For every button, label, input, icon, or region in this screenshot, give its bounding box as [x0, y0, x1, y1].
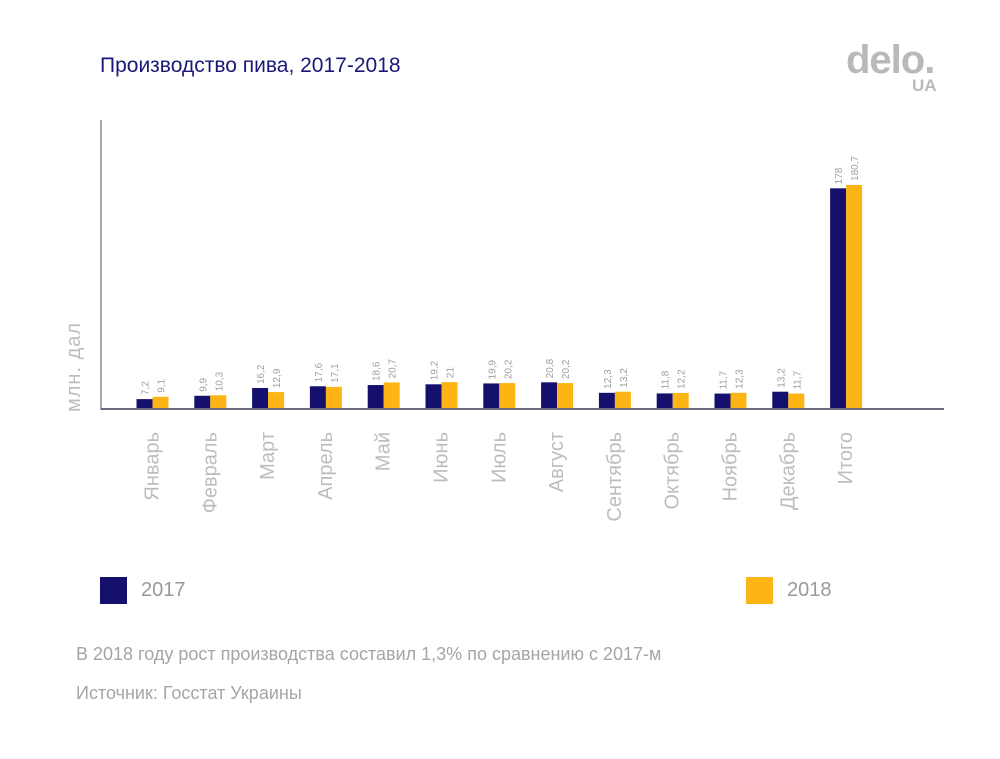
data-label-2018-4: 20,7 [388, 359, 399, 379]
x-tick-label-4: Май [373, 432, 395, 471]
x-tick-label-9: Октябрь [662, 432, 684, 510]
data-label-2018-11: 11,7 [792, 370, 803, 389]
legend-label-2017: 2017 [141, 579, 186, 601]
x-tick-label-11: Декабрь [777, 432, 799, 510]
x-tick-label-10: Ноябрь [720, 432, 742, 501]
x-tick-label-3: Апрель [315, 432, 337, 500]
bar-2017-9 [656, 393, 673, 408]
bar-2017-11 [772, 391, 789, 408]
bar-2017-10 [714, 393, 731, 408]
data-label-2017-8: 12,3 [603, 369, 614, 389]
bar-2018-11 [788, 393, 805, 408]
bar-2018-4 [383, 382, 400, 408]
data-label-2018-10: 12,3 [735, 369, 746, 389]
data-label-2017-2: 16,2 [256, 364, 267, 384]
bar-2018-8 [614, 391, 631, 408]
x-tick-label-0: Январь [142, 432, 164, 501]
logo-sub-text: UA [912, 76, 937, 95]
bar-2017-6 [483, 383, 500, 408]
data-label-2017-3: 17,6 [314, 362, 325, 382]
growth-note: В 2018 году рост производства составил 1… [76, 644, 662, 664]
bar-2017-2 [252, 388, 269, 408]
bar-2017-12 [830, 188, 847, 408]
data-label-2018-8: 13,2 [619, 368, 630, 388]
data-label-2017-6: 19,9 [487, 360, 498, 380]
source-note: Источник: Госстат Украины [76, 683, 302, 703]
legend-label-2018: 2018 [787, 579, 832, 601]
data-label-2017-11: 13,2 [776, 368, 787, 388]
bar-2017-0 [136, 399, 153, 408]
chart-title: Производство пива, 2017-2018 [100, 54, 401, 77]
bar-2018-2 [268, 392, 285, 408]
data-label-2017-9: 11,8 [661, 370, 672, 389]
bar-2018-5 [441, 382, 458, 408]
data-label-2018-2: 12,9 [272, 368, 283, 388]
bar-2018-9 [672, 392, 689, 408]
data-label-2017-4: 18,6 [372, 361, 383, 381]
bar-2017-7 [541, 382, 558, 408]
bar-2018-0 [152, 396, 169, 408]
data-label-2018-6: 20,2 [503, 359, 514, 379]
delo-ua-logo: delo. UA [846, 38, 946, 98]
bars-group: 7,2 9,1 Январь 9,9 10,3 Февраль 16,2 12,9 Март 17… [136, 156, 863, 522]
x-tick-label-7: Август [546, 432, 568, 492]
x-tick-label-8: Сентябрь [604, 432, 626, 522]
data-label-2018-1: 10,3 [214, 371, 225, 391]
legend-item-2017: 2017 [100, 577, 186, 604]
data-label-2017-12: 178 [834, 167, 845, 184]
x-tick-label-1: Февраль [199, 432, 221, 513]
data-label-2018-3: 17,1 [330, 363, 341, 383]
data-label-2018-7: 20,2 [561, 359, 572, 379]
legend-swatch-2017 [100, 577, 127, 604]
bar-2017-3 [309, 386, 326, 408]
x-tick-label-12: Итого [835, 432, 857, 484]
bar-2017-5 [425, 384, 442, 408]
x-tick-label-6: Июль [488, 432, 510, 483]
legend-item-2018: 2018 [746, 577, 832, 604]
bar-2018-6 [499, 383, 516, 408]
bar-2018-7 [557, 383, 574, 408]
x-tick-label-2: Март [257, 432, 279, 480]
x-tick-label-5: Июнь [431, 432, 453, 483]
data-label-2018-12: 180,7 [850, 156, 861, 181]
bar-chart: млн. дал 7,2 9,1 Январь 9,9 10,3 Февраль 16,2 1… [63, 120, 944, 522]
y-axis-label: млн. дал [63, 322, 85, 412]
bar-2018-3 [325, 386, 342, 408]
data-label-2018-5: 21 [446, 367, 457, 379]
bar-2017-8 [598, 392, 615, 408]
bar-2017-1 [194, 395, 211, 408]
data-label-2018-9: 12,2 [677, 369, 688, 389]
bar-2018-1 [210, 395, 227, 408]
bar-2018-10 [730, 392, 747, 408]
data-label-2017-10: 11,7 [719, 370, 730, 389]
logo-main-text: delo. [846, 38, 935, 82]
data-label-2017-5: 19,2 [430, 360, 441, 380]
data-label-2017-7: 20,8 [545, 358, 556, 378]
data-label-2017-1: 9,9 [198, 377, 209, 391]
data-label-2017-0: 7,2 [141, 381, 152, 395]
legend-swatch-2018 [746, 577, 773, 604]
bar-2018-12 [846, 184, 863, 408]
bar-2017-4 [367, 385, 384, 408]
data-label-2018-0: 9,1 [157, 378, 168, 392]
